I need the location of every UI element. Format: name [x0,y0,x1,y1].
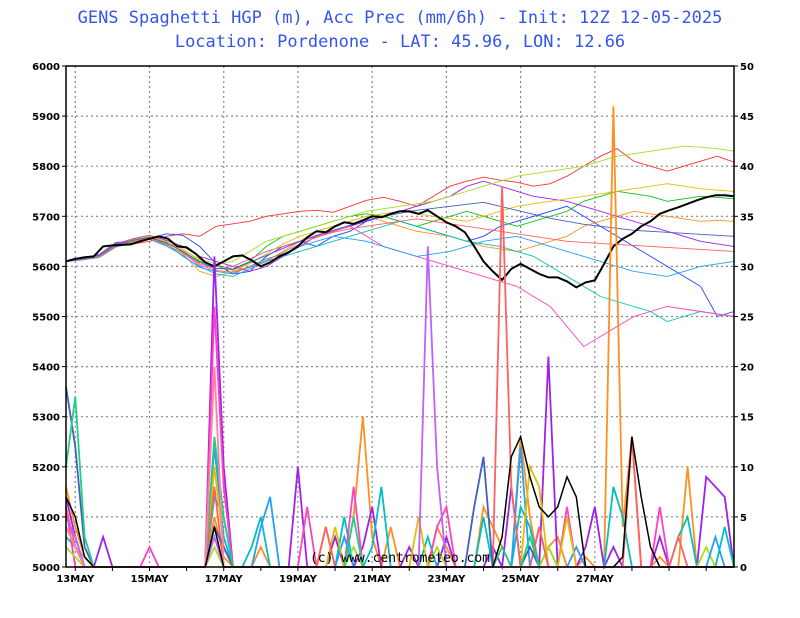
hgp-member-line [65,205,735,318]
y-right-tick-label: 30 [740,262,754,273]
hgp-member-line [65,201,735,270]
precip-member-line [65,386,734,568]
y-left-tick-label: 5100 [32,513,60,524]
y-right-tick-label: 35 [740,212,754,223]
y-right-tick-label: 40 [740,162,754,173]
y-right-tick-label: 10 [740,463,754,474]
y-left-tick-label: 5500 [32,313,60,324]
y-right-tick-label: 15 [740,413,754,424]
precip-member-line [65,256,735,571]
x-tick-label: 15MAY [131,574,170,585]
chart-title: GENS Spaghetti HGP (m), Acc Prec (mm/6h)… [77,8,723,28]
grid-lines [66,66,734,567]
x-tick-label: 25MAY [502,574,541,585]
x-tick-label: 19MAY [279,574,318,585]
x-tick-label: 17MAY [205,574,244,585]
y-left-tick-label: 5800 [32,162,60,173]
y-left-tick-label: 5200 [32,463,60,474]
x-tick-label: 21MAY [353,574,392,585]
y-left-tick-label: 5400 [32,363,60,374]
hgp-member-line [65,218,735,273]
precip-series-group [65,106,735,571]
precip-member-line [65,396,734,568]
y-right-tick-label: 5 [740,513,747,524]
y-right-tick-label: 0 [740,563,747,574]
hgp-mean-line [65,194,735,289]
y-right-tick-label: 50 [740,62,754,73]
y-right-tick-label: 25 [740,313,754,324]
y-left-tick-label: 5300 [32,413,60,424]
credit-text: (c) www.centrometeo.com [310,551,490,566]
y-left-tick-label: 5900 [32,112,60,123]
y-left-tick-label: 5700 [32,212,60,223]
y-left-tick-label: 5600 [32,262,60,273]
hgp-member-line [65,210,735,277]
x-tick-label: 23MAY [427,574,466,585]
y-right-tick-label: 45 [740,112,754,123]
precip-member-line [65,106,734,571]
hgp-member-line [65,235,735,277]
hgp-series-group [65,145,735,348]
y-left-tick-label: 6000 [32,62,60,73]
x-tick-label: 27MAY [576,574,615,585]
y-right-tick-label: 20 [740,363,754,374]
y-left-tick-label: 5000 [32,563,60,574]
x-tick-label: 13MAY [56,574,95,585]
precip-member-line [65,246,734,568]
hgp-member-line [65,183,735,271]
chart-subtitle: Location: Pordenone - LAT: 45.96, LON: 1… [174,32,626,52]
precip-member-line [65,306,734,568]
axes-group: 5000510052005300540055005600570058005900… [32,62,754,585]
